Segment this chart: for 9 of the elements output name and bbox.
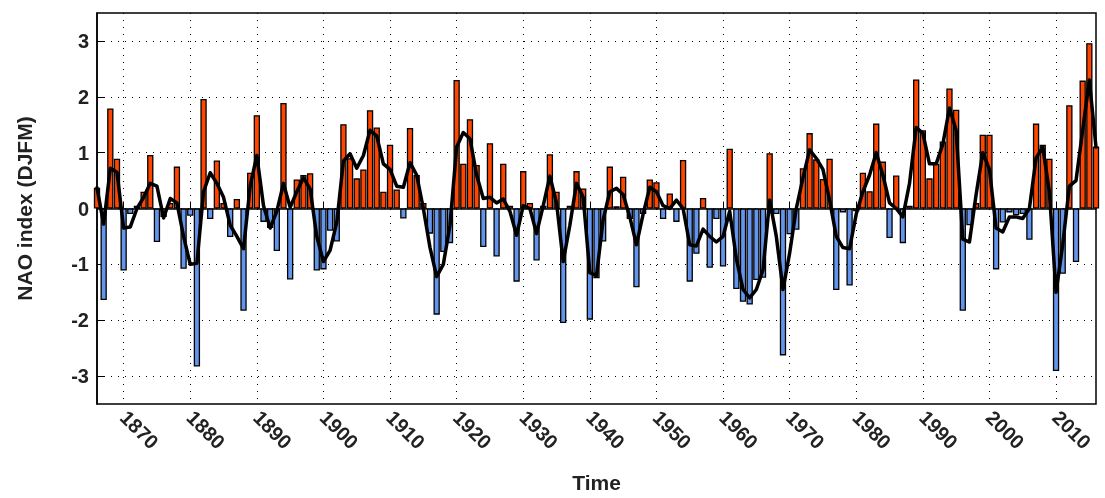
- y-tick-label: -2: [71, 309, 89, 332]
- y-tick-label: -1: [71, 253, 89, 276]
- y-tick-label: 0: [77, 197, 89, 220]
- y-tick-label: 1: [77, 141, 89, 164]
- y-tick-label: 2: [77, 85, 89, 108]
- y-tick-label: -3: [71, 365, 89, 388]
- y-axis-title: NAO index (DJFM): [13, 116, 36, 301]
- x-axis-title: Time: [572, 471, 621, 494]
- y-tick-label: 3: [77, 29, 89, 52]
